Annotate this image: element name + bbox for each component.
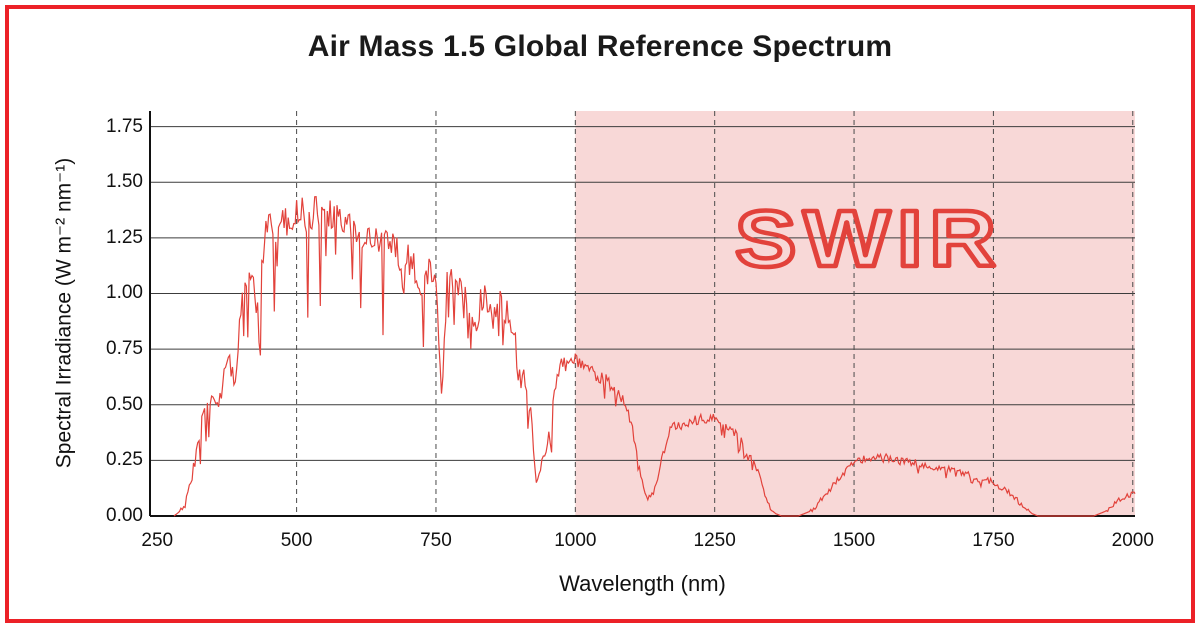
y-tick-label: 1.00 [106,282,143,304]
x-tick-label: 250 [141,530,174,551]
y-tick-label: 0.75 [106,338,143,360]
spectrum-curve [173,196,1136,517]
x-tick-label: 750 [420,530,452,551]
x-tick-label: 2000 [1111,530,1154,551]
y-tick-label: 1.50 [106,171,143,193]
y-tick-label: 0.25 [106,449,143,471]
y-tick-label: 1.75 [106,115,143,137]
swir-band [575,111,1135,516]
page-frame: Air Mass 1.5 Global Reference Spectrum S… [5,5,1195,623]
chart-title: Air Mass 1.5 Global Reference Spectrum [307,30,893,63]
spectrum-chart: Spectral Irradiance (W m⁻² nm⁻¹) 0.00 0.2… [15,111,1154,603]
y-axis-title: Spectral Irradiance (W m⁻² nm⁻¹) [52,157,76,469]
plot-area: SWIR [149,111,1136,517]
plot-canvas: SWIR [149,111,1136,517]
y-tick-label: 0.50 [106,393,143,415]
x-tick-label: 1500 [832,530,876,551]
x-tick-label: 500 [280,530,313,551]
y-tick-label: 0.00 [106,505,143,526]
x-tick-label: 1750 [972,530,1015,551]
swir-label: SWIR [735,195,1003,284]
x-tick-label: 1000 [554,530,597,551]
x-tick-label: 1250 [693,530,736,551]
x-axis-title: Wavelength (nm) [559,571,726,596]
y-tick-label: 1.25 [106,226,143,248]
